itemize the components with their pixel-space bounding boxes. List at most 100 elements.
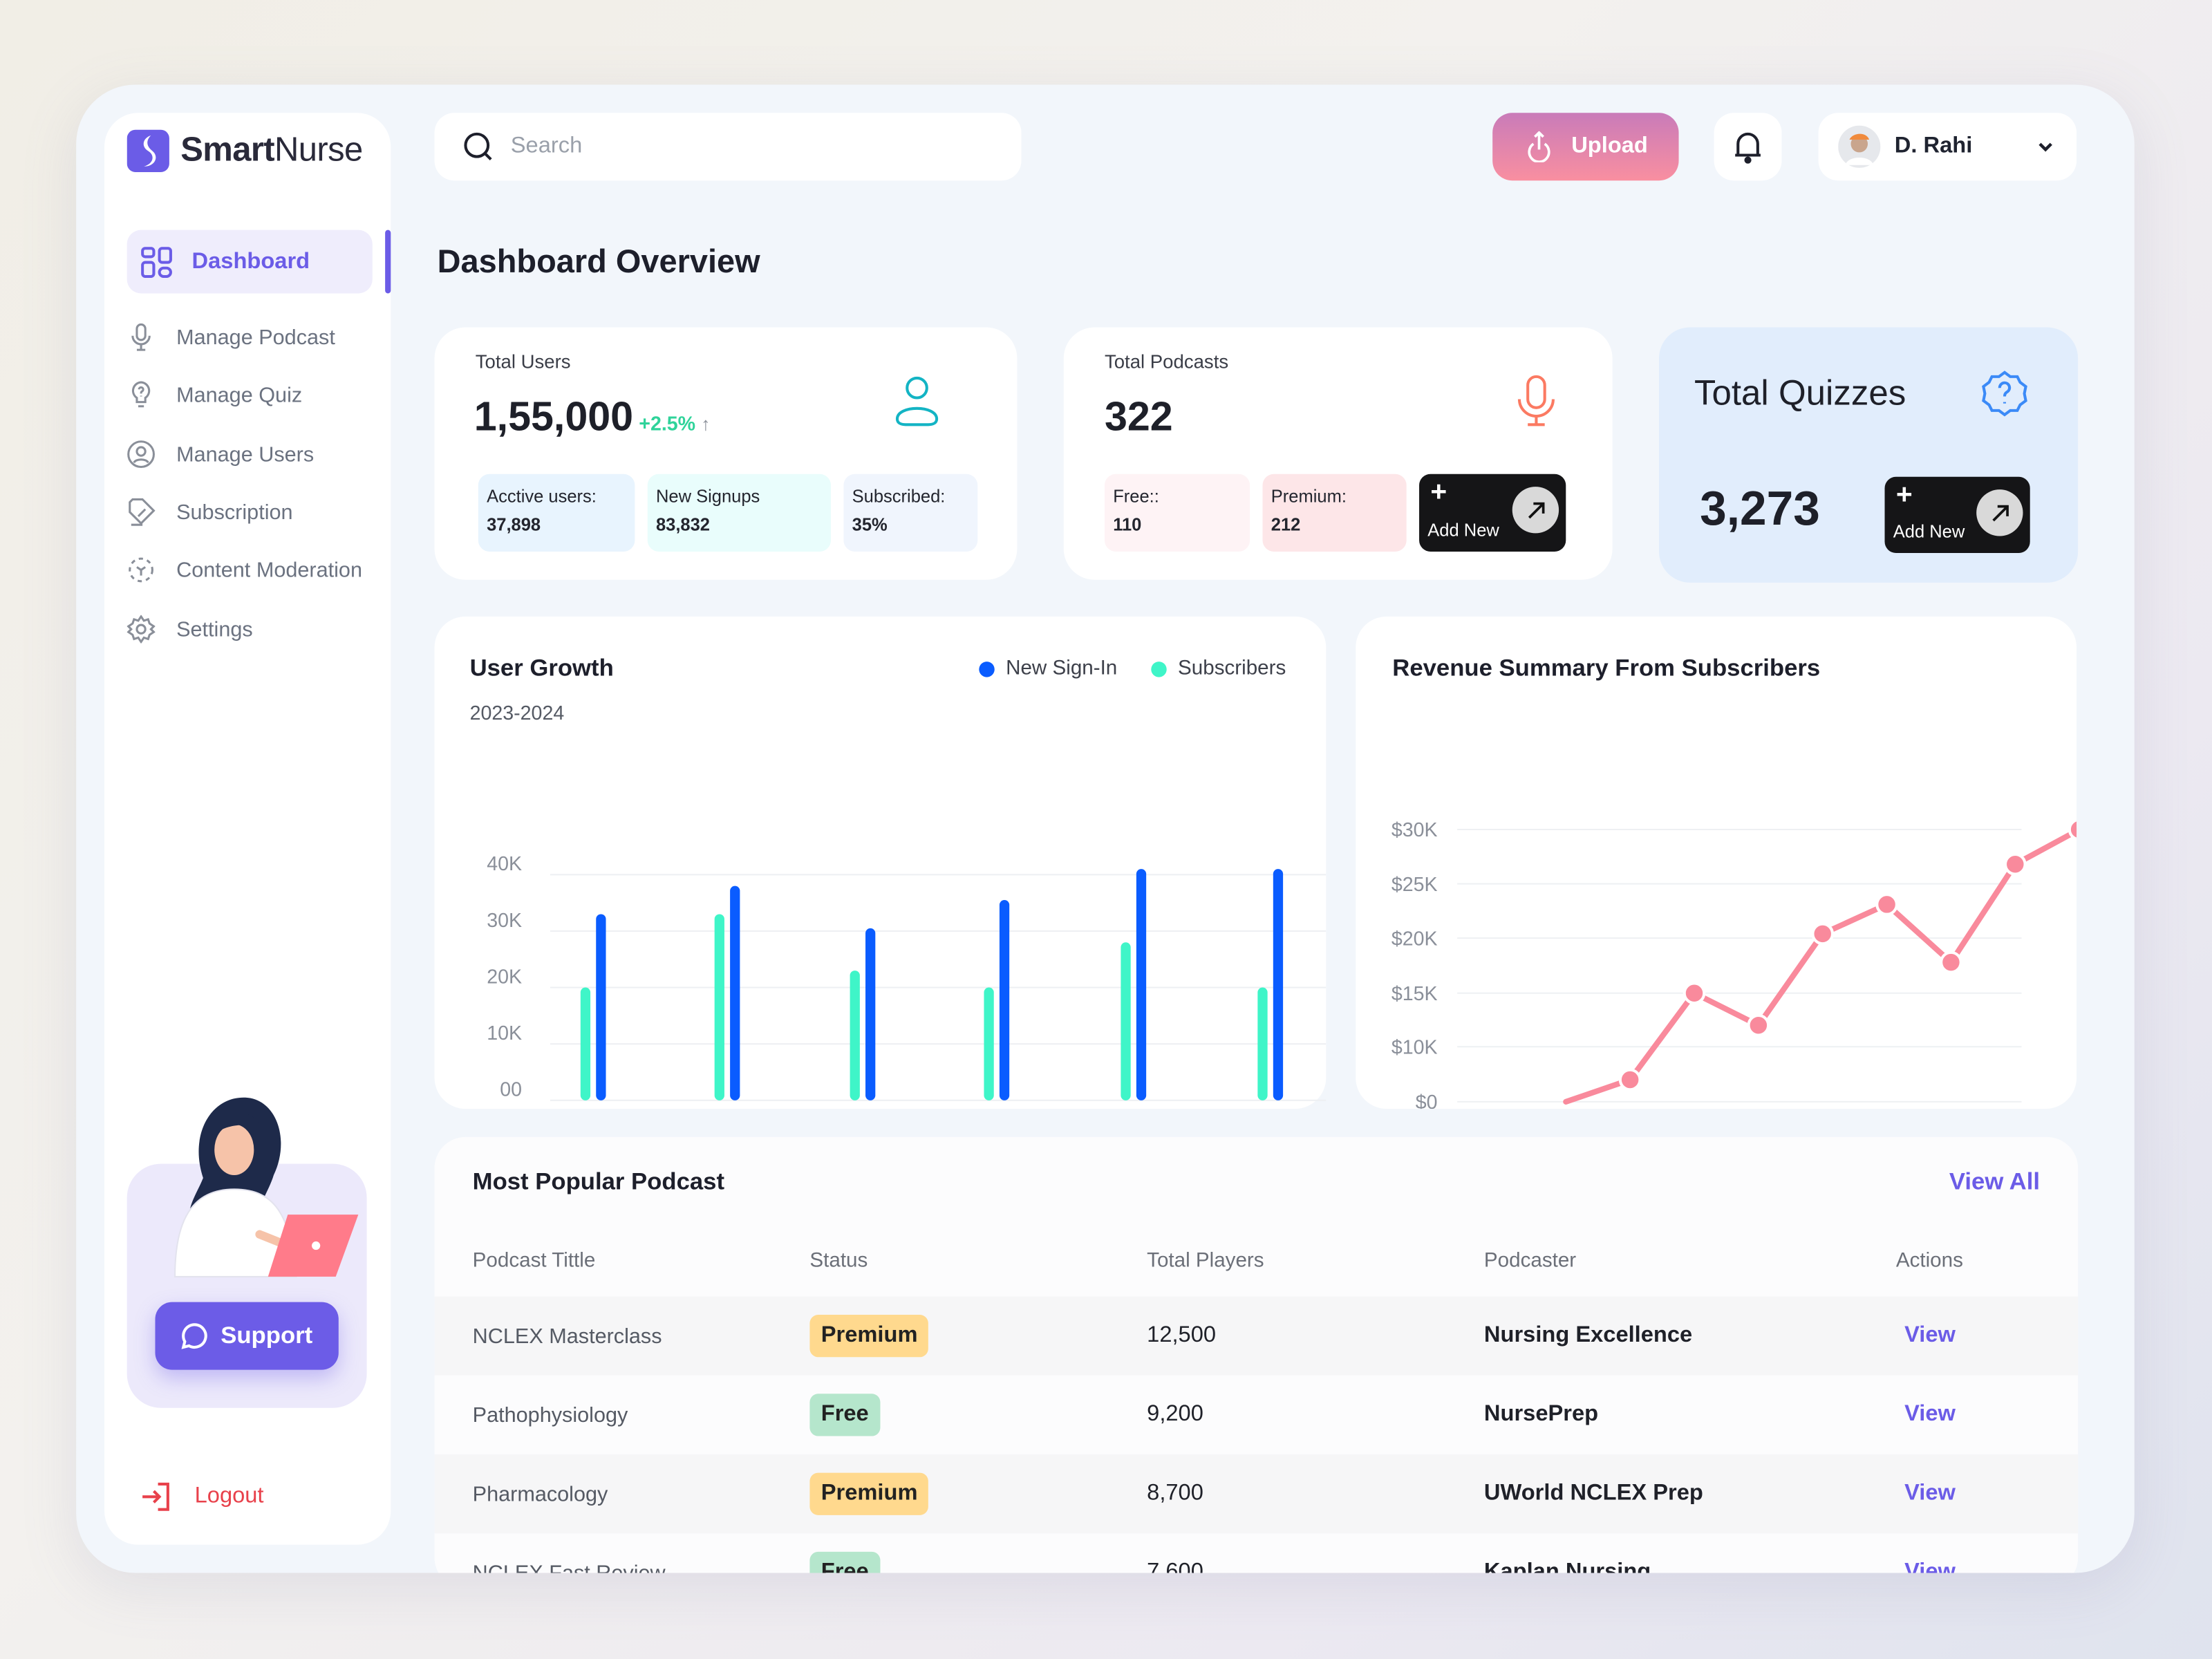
legend-label: New Sign-In (1006, 657, 1118, 680)
sidebar-item-label: Manage Podcast (176, 325, 335, 350)
sidebar-item-label: Content Moderation (176, 558, 362, 582)
total-podcasts-card: Total Podcasts 322 Free:: 110 Premium: 212… (1063, 327, 1613, 580)
sidebar-item-label: Manage Users (176, 442, 315, 467)
table-row[interactable]: NCLEX Masterclass Premium 12,500 Nursing… (434, 1296, 2079, 1376)
revenue-line (1563, 827, 2077, 1105)
view-button[interactable]: View (1904, 1481, 1956, 1506)
podcaster: NursePrep (1483, 1402, 1599, 1427)
sidebar-item-settings[interactable]: Settings (126, 608, 253, 650)
logo-text: SmartNurse (180, 131, 363, 169)
podcast-title: NCLEX Fast Review (472, 1561, 666, 1573)
revenue-line-chart: $0$10K$15K$20K$25K$30KJanFebMarAprMayJun… (1391, 818, 2077, 1109)
sidebar-item-label: Manage Quiz (176, 383, 303, 407)
total-users-value-group: 1,55,000 +2.5% ↑ (474, 395, 711, 441)
podcaster: Nursing Excellence (1483, 1323, 1693, 1347)
user-menu[interactable]: D. Rahi (1818, 113, 2077, 181)
y-tick-label: $25K (1391, 874, 1438, 896)
total-users-card: Total Users 1,55,000 +2.5% ↑ Acctive use… (434, 327, 1018, 580)
add-podcast-button[interactable]: + Add New (1419, 474, 1566, 552)
column-header[interactable]: Podcaster (1483, 1250, 1577, 1273)
data-point (1683, 982, 1706, 1005)
subscribers-bar (1257, 987, 1268, 1100)
sidebar-item-manage-users[interactable]: Manage Users (127, 433, 315, 476)
total-quizzes-card: Total Quizzes 3,273 + Add New (1658, 327, 2079, 583)
chart-legend: New Sign-In Subscribers (979, 657, 1286, 680)
card-label: Total Podcasts (1104, 351, 1229, 373)
support-label: Support (221, 1322, 313, 1349)
total-users-value: 1,55,000 (474, 395, 634, 440)
podcaster: UWorld NCLEX Prep (1483, 1481, 1703, 1506)
active-indicator (385, 229, 391, 294)
column-header[interactable]: Total Players (1147, 1250, 1264, 1273)
change-badge: +2.5% (639, 411, 696, 435)
view-button[interactable]: View (1904, 1560, 1956, 1573)
avatar (1838, 125, 1881, 168)
total-podcasts-value: 322 (1104, 395, 1173, 440)
search-input[interactable] (510, 133, 962, 160)
arrow-up-icon: ↑ (701, 413, 711, 435)
user-name: D. Rahi (1894, 133, 1973, 158)
chevron-down-icon (2038, 142, 2052, 152)
status-badge: Premium (809, 1472, 929, 1515)
upload-label: Upload (1571, 133, 1648, 158)
support-button[interactable]: Support (155, 1302, 339, 1370)
table-row[interactable]: Pharmacology Premium 8,700 UWorld NCLEX … (434, 1454, 2079, 1534)
view-button[interactable]: View (1904, 1402, 1956, 1427)
lightbulb-question-icon (131, 381, 151, 408)
chart-subtitle: 2023-2024 (469, 701, 565, 724)
table-row[interactable]: NCLEX Fast Review Free 7,600 Kaplan Nurs… (434, 1533, 2079, 1573)
y-tick-label: $0 (1416, 1091, 1438, 1109)
column-header[interactable]: Actions (1895, 1250, 1963, 1273)
user-circle-icon (127, 440, 155, 469)
sidebar-item-subscription[interactable]: Subscription (127, 491, 293, 533)
view-button[interactable]: View (1904, 1323, 1956, 1347)
tag-icon (129, 498, 156, 526)
card-label: Total Users (475, 351, 571, 373)
bell-icon (1735, 132, 1761, 164)
subscribed-stat: Subscribed: 35% (843, 474, 978, 552)
upload-button[interactable]: Upload (1492, 113, 1679, 181)
logo[interactable]: SmartNurse (126, 127, 363, 175)
new-sign-in-bar (596, 914, 606, 1100)
sidebar-item-manage-podcast[interactable]: Manage Podcast (127, 316, 335, 358)
y-tick-label: $30K (1391, 819, 1438, 841)
sidebar-item-manage-quiz[interactable]: Manage Quiz (127, 374, 303, 416)
microphone-icon (131, 323, 151, 351)
table-row[interactable]: Pathophysiology Free 9,200 NursePrep Vie… (434, 1375, 2079, 1455)
chart-title: Revenue Summary From Subscribers (1392, 654, 1821, 682)
new-sign-in-bar (865, 928, 876, 1100)
new-sign-in-bar (1273, 869, 1284, 1100)
table-title: Most Popular Podcast (472, 1168, 725, 1195)
status-cell: Free (809, 1376, 881, 1454)
microphone-icon (1517, 375, 1555, 427)
logout-button[interactable]: Logout (141, 1481, 264, 1512)
total-players: 9,200 (1147, 1402, 1203, 1427)
sidebar-item-dashboard[interactable]: Dashboard (126, 229, 373, 294)
search-bar[interactable] (434, 113, 1022, 181)
podcast-title: NCLEX Masterclass (472, 1324, 662, 1348)
arrow-up-right-icon (1976, 489, 2023, 536)
subscribers-bar (984, 987, 994, 1100)
user-icon (895, 376, 939, 427)
data-point (2068, 818, 2077, 841)
subscribers-bar (714, 914, 724, 1100)
view-all-link[interactable]: View All (1949, 1168, 2040, 1195)
notifications-button[interactable] (1714, 113, 1782, 181)
plus-icon: + (1430, 476, 1447, 508)
status-badge: Premium (809, 1315, 929, 1358)
user-growth-card: User Growth 2023-2024 New Sign-In Subscr… (434, 616, 1327, 1109)
y-tick-label: 10K (487, 1022, 522, 1044)
column-header[interactable]: Status (809, 1250, 868, 1273)
sidebar-item-content-moderation[interactable]: Content Moderation (127, 549, 362, 591)
podcast-title: Pharmacology (472, 1481, 608, 1506)
free-podcasts-stat: Free:: 110 (1104, 474, 1250, 552)
subscribers-bar (580, 987, 591, 1100)
app-window: SmartNurse Dashboard Manage Podcast Mana… (76, 84, 2135, 1573)
logout-label: Logout (194, 1483, 264, 1508)
y-tick-label: 20K (487, 966, 522, 988)
column-header[interactable]: Podcast Tittle (472, 1250, 596, 1273)
sidebar: SmartNurse Dashboard Manage Podcast Mana… (104, 113, 391, 1545)
popular-podcast-table: Most Popular Podcast View All Podcast Ti… (434, 1136, 2079, 1573)
y-tick-label: 30K (487, 910, 522, 932)
add-quiz-button[interactable]: + Add New (1884, 476, 2030, 553)
